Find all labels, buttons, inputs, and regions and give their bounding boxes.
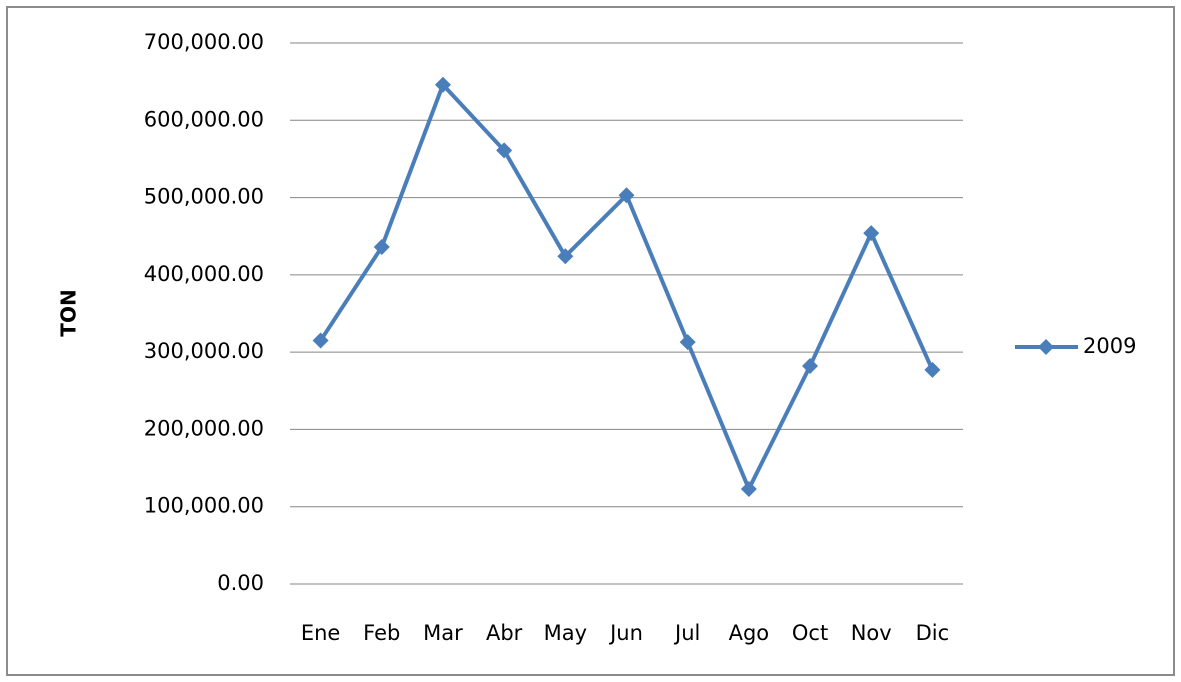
x-tick-label: Feb bbox=[363, 621, 400, 645]
chart-frame bbox=[6, 6, 1175, 676]
x-tick-label: Dic bbox=[916, 621, 950, 645]
data-point bbox=[618, 187, 635, 204]
data-point bbox=[802, 358, 819, 375]
data-point bbox=[373, 239, 390, 256]
y-tick-label: 700,000.00 bbox=[144, 30, 264, 54]
y-tick-label: 100,000.00 bbox=[144, 494, 264, 518]
data-point bbox=[496, 142, 513, 159]
x-tick-label: Nov bbox=[851, 621, 892, 645]
x-tick-label: Ene bbox=[301, 621, 341, 645]
x-tick-label: Jun bbox=[608, 621, 643, 645]
y-tick-label: 300,000.00 bbox=[144, 339, 264, 363]
data-point bbox=[434, 76, 451, 93]
data-point bbox=[312, 332, 329, 349]
data-point bbox=[863, 225, 880, 242]
y-tick-label: 0.00 bbox=[217, 571, 264, 595]
y-axis-title: TON bbox=[57, 289, 81, 336]
y-tick-label: 400,000.00 bbox=[144, 262, 264, 286]
x-tick-label: Oct bbox=[792, 621, 828, 645]
x-tick-label: Ago bbox=[729, 621, 770, 645]
x-tick-label: Jul bbox=[673, 621, 700, 645]
data-point bbox=[924, 361, 941, 378]
legend-marker bbox=[1038, 339, 1054, 355]
x-tick-label: Abr bbox=[486, 621, 523, 645]
data-point bbox=[679, 334, 696, 351]
x-tick-label: May bbox=[544, 621, 587, 645]
x-tick-label: Mar bbox=[423, 621, 463, 645]
y-tick-label: 500,000.00 bbox=[144, 185, 264, 209]
data-point bbox=[740, 480, 757, 497]
y-tick-label: 200,000.00 bbox=[144, 416, 264, 440]
legend-label: 2009 bbox=[1083, 334, 1136, 358]
y-tick-label: 600,000.00 bbox=[144, 107, 264, 131]
data-point bbox=[557, 248, 574, 265]
